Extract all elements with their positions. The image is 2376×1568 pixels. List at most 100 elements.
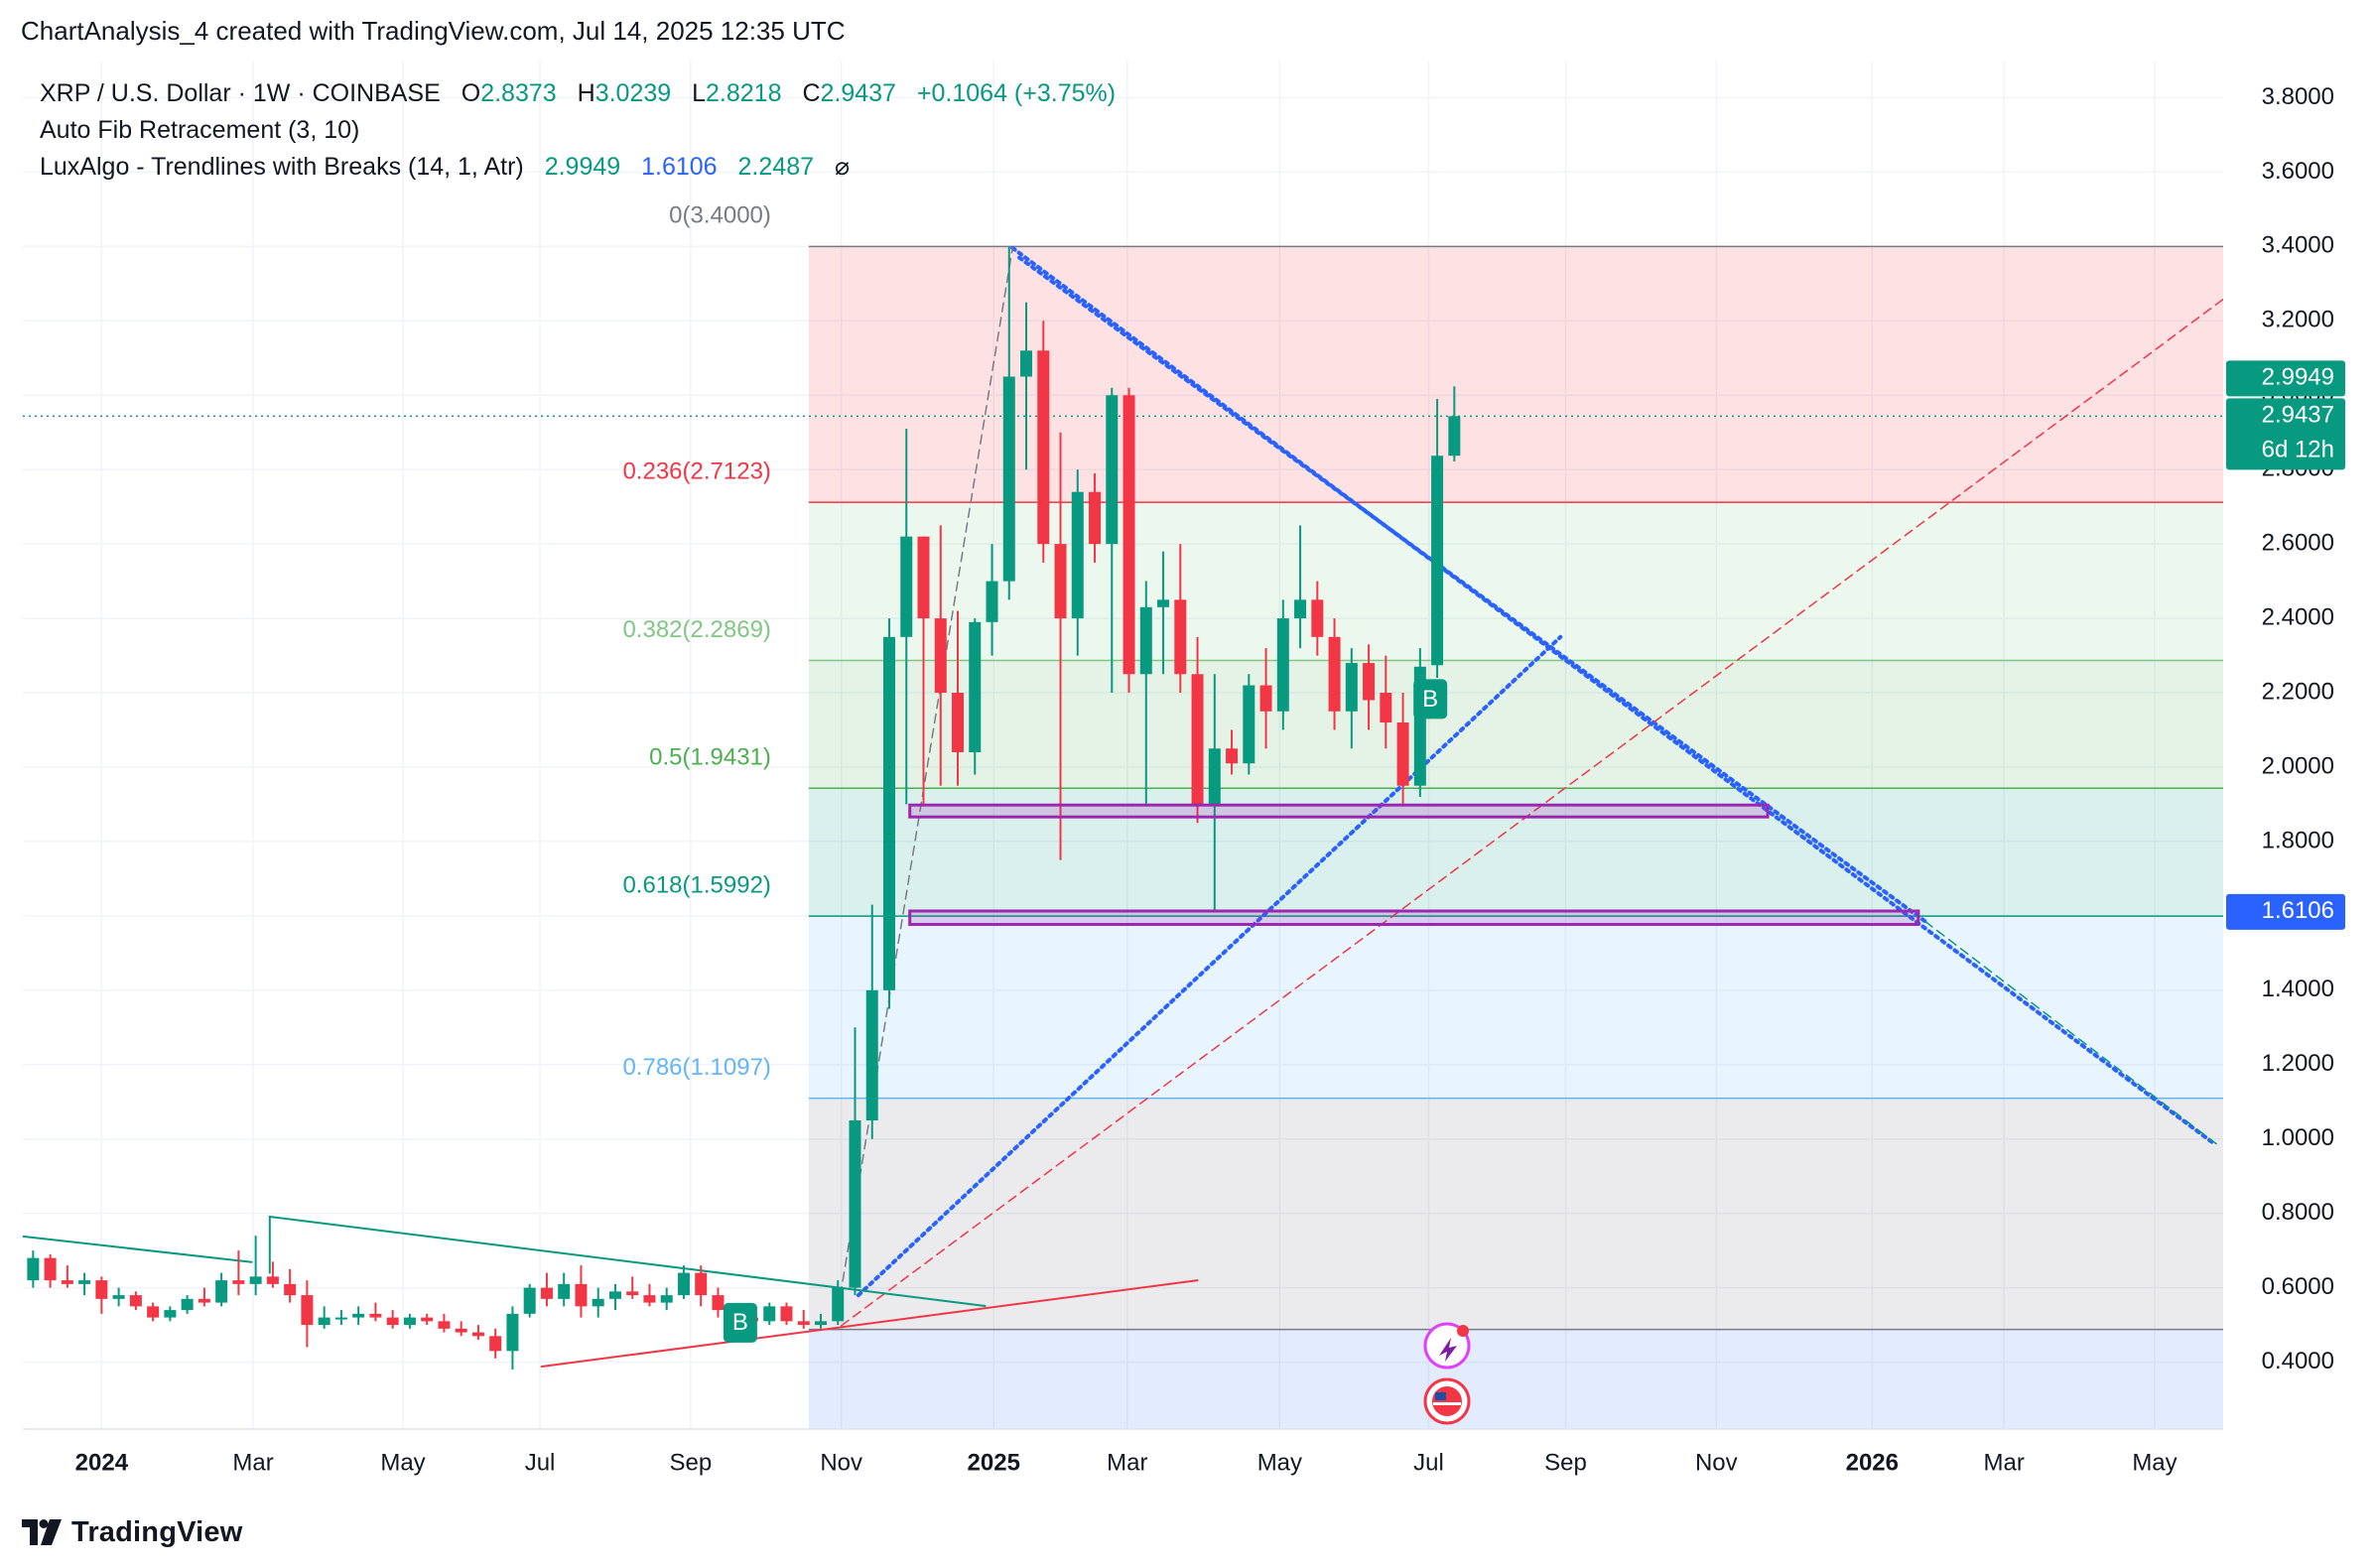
candle-body: [164, 1310, 177, 1318]
x-tick-label: 2026: [1846, 1449, 1899, 1476]
ohlc-label: L: [692, 79, 707, 107]
candle-body: [575, 1283, 588, 1307]
y-tick-label: 2.2000: [2262, 678, 2334, 705]
candle-body: [386, 1317, 399, 1326]
candle-body: [1139, 606, 1152, 675]
candle-body: [1054, 544, 1067, 619]
fib-label: 0.382(2.2869): [622, 616, 770, 643]
candle-body: [352, 1313, 365, 1318]
indicator-suffix: ⌀: [834, 153, 851, 181]
candle-body: [1243, 685, 1255, 764]
candle-body: [284, 1283, 297, 1296]
ohlc-label: O: [461, 79, 481, 107]
x-tick-label: 2024: [75, 1449, 129, 1476]
y-tick-label: 2.4000: [2262, 603, 2334, 630]
ohlc-value: 2.8373: [480, 79, 557, 107]
x-tick-label: May: [1257, 1449, 1302, 1476]
x-tick-label: Mar: [1983, 1449, 2024, 1476]
candle-body: [608, 1291, 621, 1299]
trendline: [1924, 920, 2217, 1145]
candle-body: [1157, 599, 1170, 607]
candle-body: [1345, 663, 1358, 712]
y-tick-label: 2.0000: [2262, 752, 2334, 779]
trendline: [268, 1215, 987, 1307]
candle-body: [1311, 599, 1324, 637]
candle-body: [952, 693, 965, 752]
y-tick-label: 3.2000: [2262, 307, 2334, 333]
y-tick-label: 0.4000: [2262, 1348, 2334, 1374]
candle-body: [797, 1321, 810, 1326]
plot-area: 0(3.4000) 0.236(2.7123) 0.382(2.2869) 0.5(1…: [23, 61, 2223, 1429]
countdown-label: 6d 12h: [2262, 437, 2334, 463]
price-tag-label: 1.6106: [2262, 897, 2334, 924]
y-tick-label: 3.4000: [2262, 232, 2334, 259]
candle-body: [626, 1291, 639, 1296]
candle-body: [334, 1317, 347, 1320]
x-tick-label: Mar: [1107, 1449, 1147, 1476]
candle-body: [1106, 395, 1119, 545]
brand: TradingView: [71, 1515, 243, 1548]
ohlc-label: H: [577, 79, 595, 107]
candle-body: [1208, 748, 1221, 805]
legend: XRP / U.S. Dollar · 1W · COINBASE O2.837…: [40, 75, 1116, 186]
candle-body: [1122, 395, 1135, 675]
candle-body: [814, 1321, 827, 1326]
candle-body: [1259, 685, 1272, 712]
candle-body: [986, 581, 998, 622]
footer: TradingView: [22, 1512, 243, 1552]
candle-body: [318, 1317, 330, 1326]
fib-zone: [808, 788, 2223, 917]
candle-body: [112, 1295, 125, 1299]
candle-body: [695, 1272, 708, 1296]
candle-body: [95, 1280, 108, 1299]
fib-zone: [808, 502, 2223, 661]
candle-body: [266, 1276, 279, 1284]
ohlc-value: 2.9437: [820, 79, 896, 107]
candle-body: [900, 536, 913, 637]
x-tick-label: Jul: [1413, 1449, 1444, 1476]
fib-zone: [808, 1098, 2223, 1330]
legend-row: LuxAlgo - Trendlines with Breaks (14, 1,…: [40, 149, 1116, 186]
candle-body: [1363, 663, 1376, 701]
candle-body: [1276, 618, 1289, 712]
candle-body: [369, 1313, 382, 1318]
candle-body: [44, 1257, 57, 1281]
candle-body: [471, 1332, 484, 1337]
candle-body: [882, 636, 895, 990]
indicator-name: LuxAlgo - Trendlines with Breaks (14, 1,…: [40, 153, 524, 181]
candle-body: [1448, 416, 1461, 457]
flag-stripe: [1433, 1402, 1461, 1405]
logo-mark: [22, 1519, 62, 1545]
zone-box: [908, 803, 1770, 819]
candle-body: [1037, 350, 1050, 545]
signal-badge: [1413, 679, 1448, 719]
candle-body: [1431, 456, 1444, 666]
fib-zone: [808, 916, 2223, 1099]
candle-body: [1294, 599, 1307, 619]
candle-body: [421, 1317, 434, 1322]
fib-zone: [808, 660, 2223, 789]
candle-body: [215, 1280, 228, 1303]
y-tick-label: 1.8000: [2262, 827, 2334, 853]
candle-body: [865, 989, 878, 1120]
trendline: [856, 634, 1563, 1298]
y-tick-label: 1.2000: [2262, 1050, 2334, 1077]
candle-body: [832, 1287, 845, 1322]
x-tick-label: May: [2132, 1449, 2177, 1476]
x-tick-label: May: [380, 1449, 425, 1476]
trendline: [840, 298, 2223, 1327]
fib-label: 0.5(1.9431): [649, 744, 771, 771]
candle-body: [643, 1295, 656, 1303]
fib-label: 0.236(2.7123): [622, 457, 770, 484]
candle-body: [1191, 674, 1204, 805]
candle-body: [301, 1295, 314, 1326]
header: ChartAnalysis_4 created with TradingView…: [21, 16, 846, 46]
y-tick-label: 3.6000: [2262, 158, 2334, 185]
x-tick-label: Sep: [670, 1449, 713, 1476]
x-tick-label: Mar: [232, 1449, 273, 1476]
legend-row: XRP / U.S. Dollar · 1W · COINBASE O2.837…: [40, 75, 1116, 112]
signal-badge: [723, 1302, 757, 1343]
candle-body: [78, 1280, 91, 1284]
candle-body: [1226, 748, 1239, 764]
